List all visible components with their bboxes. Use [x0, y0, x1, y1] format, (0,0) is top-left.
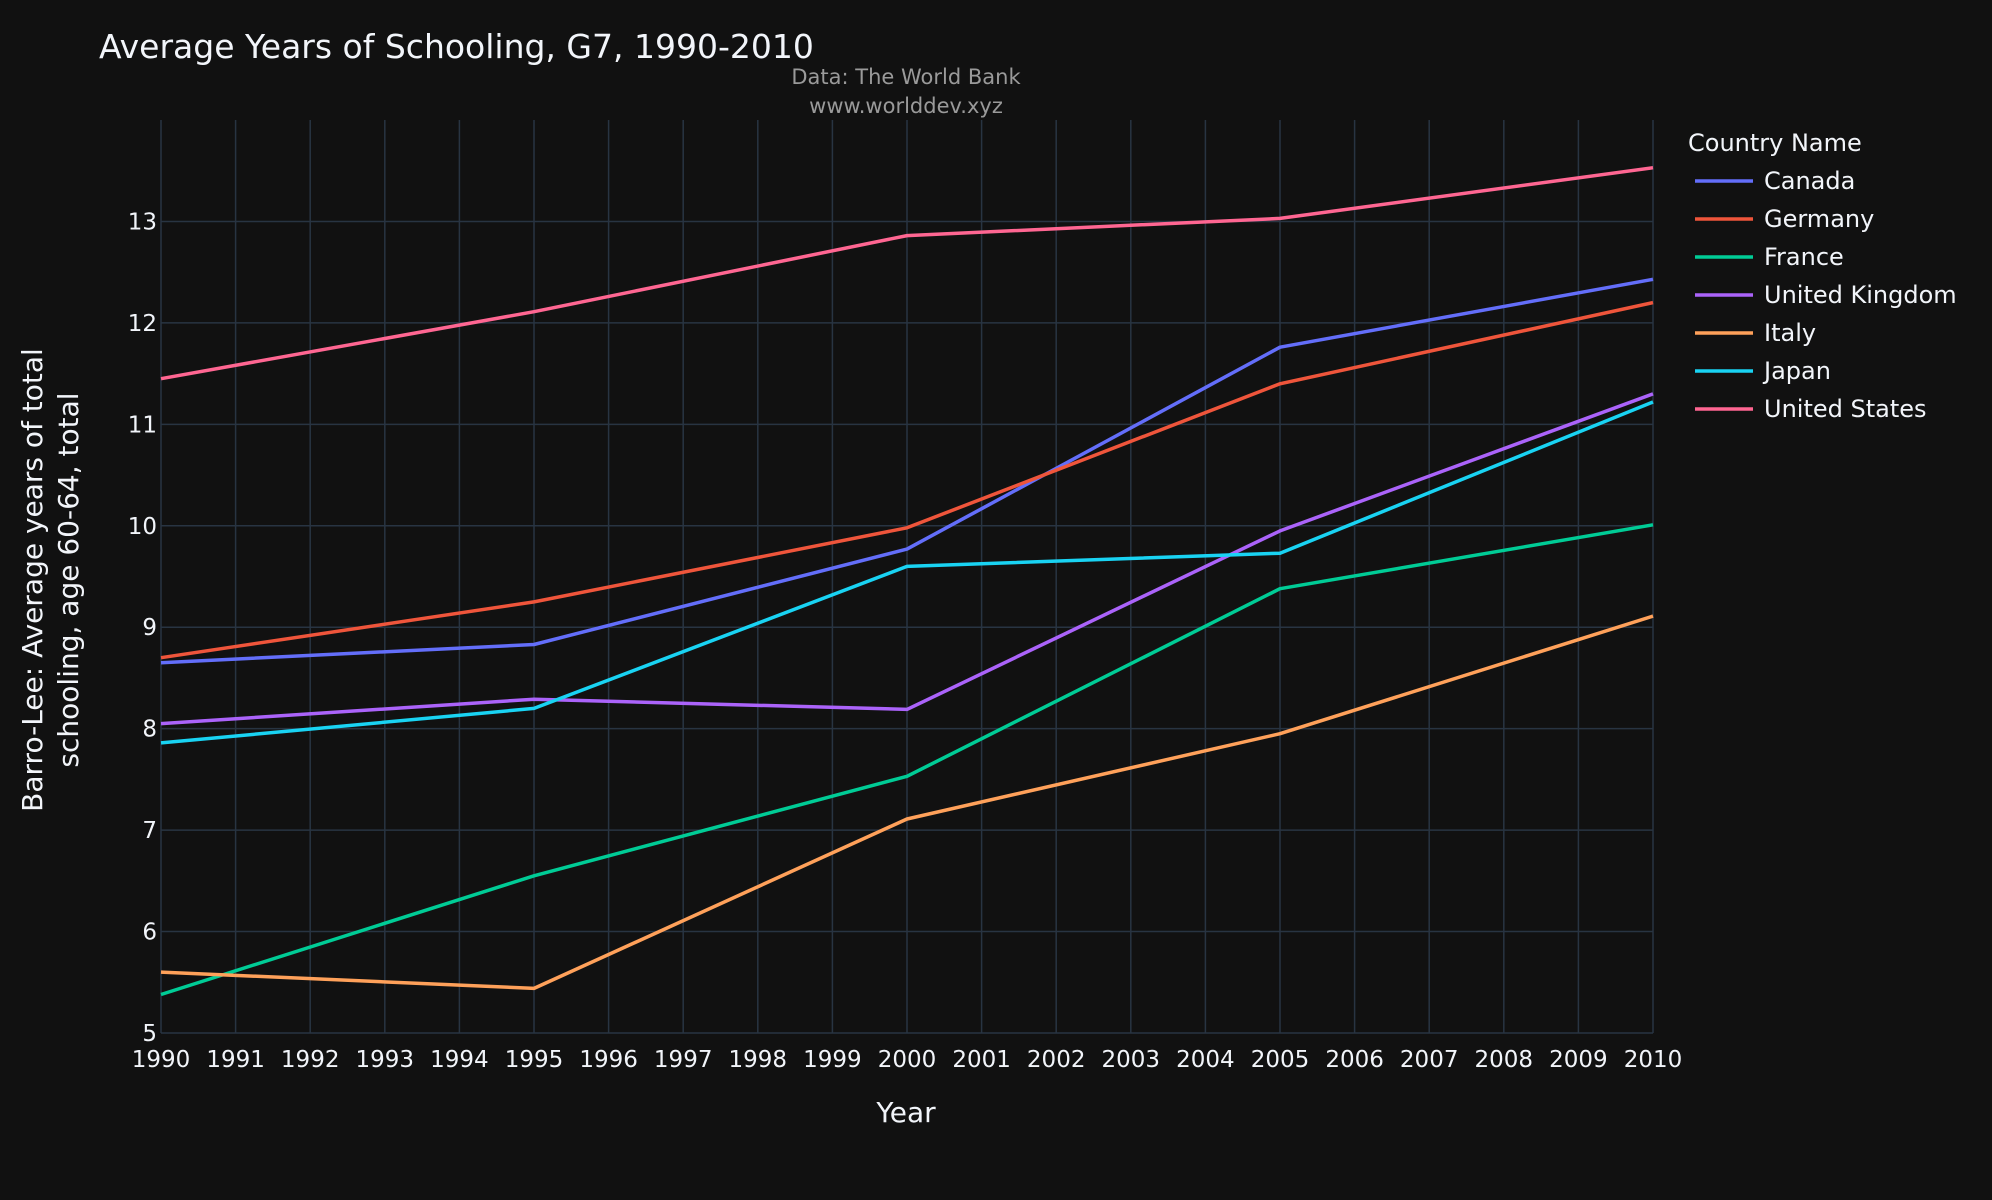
legend-label-united-kingdom: United Kingdom — [1764, 281, 1957, 309]
x-tick-label: 2008 — [1475, 1047, 1534, 1073]
y-tick-label: 5 — [142, 1021, 157, 1047]
x-tick-label: 1995 — [505, 1047, 564, 1073]
x-tick-label: 2003 — [1102, 1047, 1161, 1073]
series-line-italy — [160, 614, 1654, 991]
x-tick-label: 1999 — [803, 1047, 862, 1073]
y-tick-label: 12 — [128, 311, 157, 337]
y-tick-label: 10 — [128, 514, 157, 540]
x-tick-label: 2010 — [1624, 1047, 1683, 1073]
legend-label-germany: Germany — [1764, 205, 1874, 233]
y-tick-label: 11 — [128, 412, 157, 438]
series-line-united-kingdom — [160, 392, 1654, 726]
x-tick-label: 1996 — [579, 1047, 638, 1073]
series-line-france — [160, 523, 1654, 997]
series-line-japan — [160, 400, 1654, 745]
y-tick-label: 7 — [142, 818, 157, 844]
chart-title: Average Years of Schooling, G7, 1990-201… — [99, 27, 814, 66]
y-tick-label: 13 — [128, 209, 157, 235]
legend-label-japan: Japan — [1762, 357, 1831, 385]
x-tick-label: 2006 — [1325, 1047, 1384, 1073]
gridlines — [160, 120, 1654, 1034]
x-tick-label: 1997 — [654, 1047, 713, 1073]
x-tick-label: 2000 — [878, 1047, 937, 1073]
y-axis-ticks: 5 6 7 8 9 10 11 12 13 — [128, 209, 157, 1047]
x-tick-label: 2001 — [952, 1047, 1011, 1073]
x-tick-label: 1992 — [281, 1047, 340, 1073]
series-line-united-states — [160, 165, 1654, 381]
y-tick-label: 8 — [142, 717, 157, 743]
x-tick-label: 2004 — [1176, 1047, 1235, 1073]
legend: Country Name Canada Germany France United K… — [1688, 129, 1957, 423]
y-axis-title-line-2: schooling, age 60-64, total — [52, 392, 85, 767]
series-lines — [160, 165, 1654, 997]
legend-label-italy: Italy — [1764, 319, 1816, 347]
series-line-canada — [160, 277, 1654, 665]
x-tick-label: 1993 — [356, 1047, 415, 1073]
legend-label-france: France — [1764, 243, 1844, 271]
x-axis-ticks: 1990 1991 1992 1993 1994 1995 1996 1997 1998 1999… — [132, 1047, 1683, 1073]
series-line-germany — [160, 300, 1654, 660]
x-tick-label: 1994 — [430, 1047, 489, 1073]
y-axis-title-line-1: Barro-Lee: Average years of total — [16, 348, 49, 812]
x-tick-label: 1998 — [729, 1047, 788, 1073]
y-tick-label: 9 — [142, 615, 157, 641]
x-tick-label: 2007 — [1400, 1047, 1459, 1073]
source-line-2: www.worlddev.xyz — [809, 94, 1003, 118]
source-line-1: Data: The World Bank — [791, 65, 1021, 89]
x-axis-title: Year — [875, 1096, 936, 1129]
y-axis-title: Barro-Lee: Average years of total school… — [16, 348, 85, 812]
legend-title: Country Name — [1688, 129, 1862, 157]
x-tick-label: 1991 — [206, 1047, 265, 1073]
legend-label-united-states: United States — [1764, 395, 1927, 423]
x-tick-label: 1990 — [132, 1047, 191, 1073]
y-tick-label: 6 — [142, 920, 157, 946]
x-tick-label: 2005 — [1251, 1047, 1310, 1073]
x-tick-label: 2002 — [1027, 1047, 1086, 1073]
legend-label-canada: Canada — [1764, 167, 1855, 195]
x-tick-label: 2009 — [1549, 1047, 1608, 1073]
